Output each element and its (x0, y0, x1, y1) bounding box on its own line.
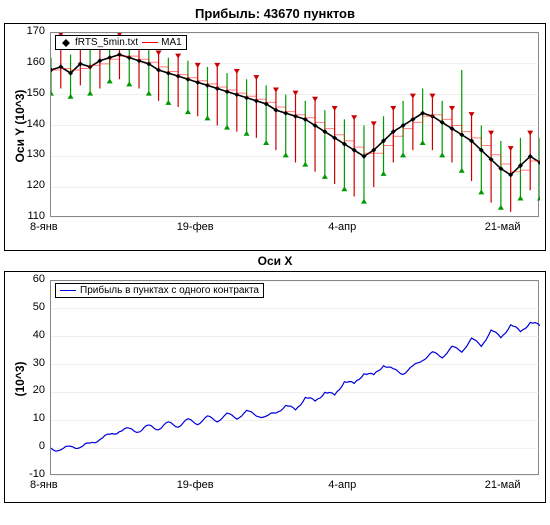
xtick-label: 8-янв (30, 479, 80, 491)
legend-label: MA1 (161, 37, 182, 48)
ytick-label: 120 (15, 179, 45, 191)
legend-label: Прибыль в пунктах с одного контракта (80, 285, 259, 296)
bottom-plot-area: Прибыль в пунктах с одного контракта (50, 280, 539, 475)
xtick-label: 19-фев (177, 221, 227, 233)
xtick-label: 8-янв (30, 221, 80, 233)
xtick-label: 21-май (485, 479, 535, 491)
legend-label: fRTS_5min.txt (75, 37, 138, 48)
top-chart-svg (51, 33, 540, 218)
top-x-axis-label: Оси X (4, 251, 546, 271)
ytick-label: 10 (15, 412, 45, 424)
xtick-label: 4-апр (328, 479, 378, 491)
bottom-chart-svg (51, 281, 540, 476)
bottom-y-axis-label: (10^3) (13, 354, 27, 404)
top-y-axis-label: Оси Y (10^3) (13, 86, 27, 166)
xtick-label: 4-апр (328, 221, 378, 233)
ytick-label: 60 (15, 273, 45, 285)
ytick-label: 40 (15, 329, 45, 341)
ytick-label: 50 (15, 301, 45, 313)
top-chart-container: fRTS_5min.txtMA1 110120130140150160170 8… (4, 23, 546, 251)
xtick-label: 21-май (485, 221, 535, 233)
top-legend: fRTS_5min.txt MA1 (55, 35, 187, 50)
bottom-chart-container: Прибыль в пунктах с одного контракта -10… (4, 271, 546, 503)
xtick-label: 19-фев (177, 479, 227, 491)
ytick-label: 160 (15, 56, 45, 68)
ytick-label: 0 (15, 440, 45, 452)
top-plot-area: fRTS_5min.txt MA1 (50, 32, 539, 217)
bottom-legend: Прибыль в пунктах с одного контракта (55, 283, 264, 298)
ytick-label: 170 (15, 25, 45, 37)
main-title: Прибыль: 43670 пунктов (4, 4, 546, 23)
